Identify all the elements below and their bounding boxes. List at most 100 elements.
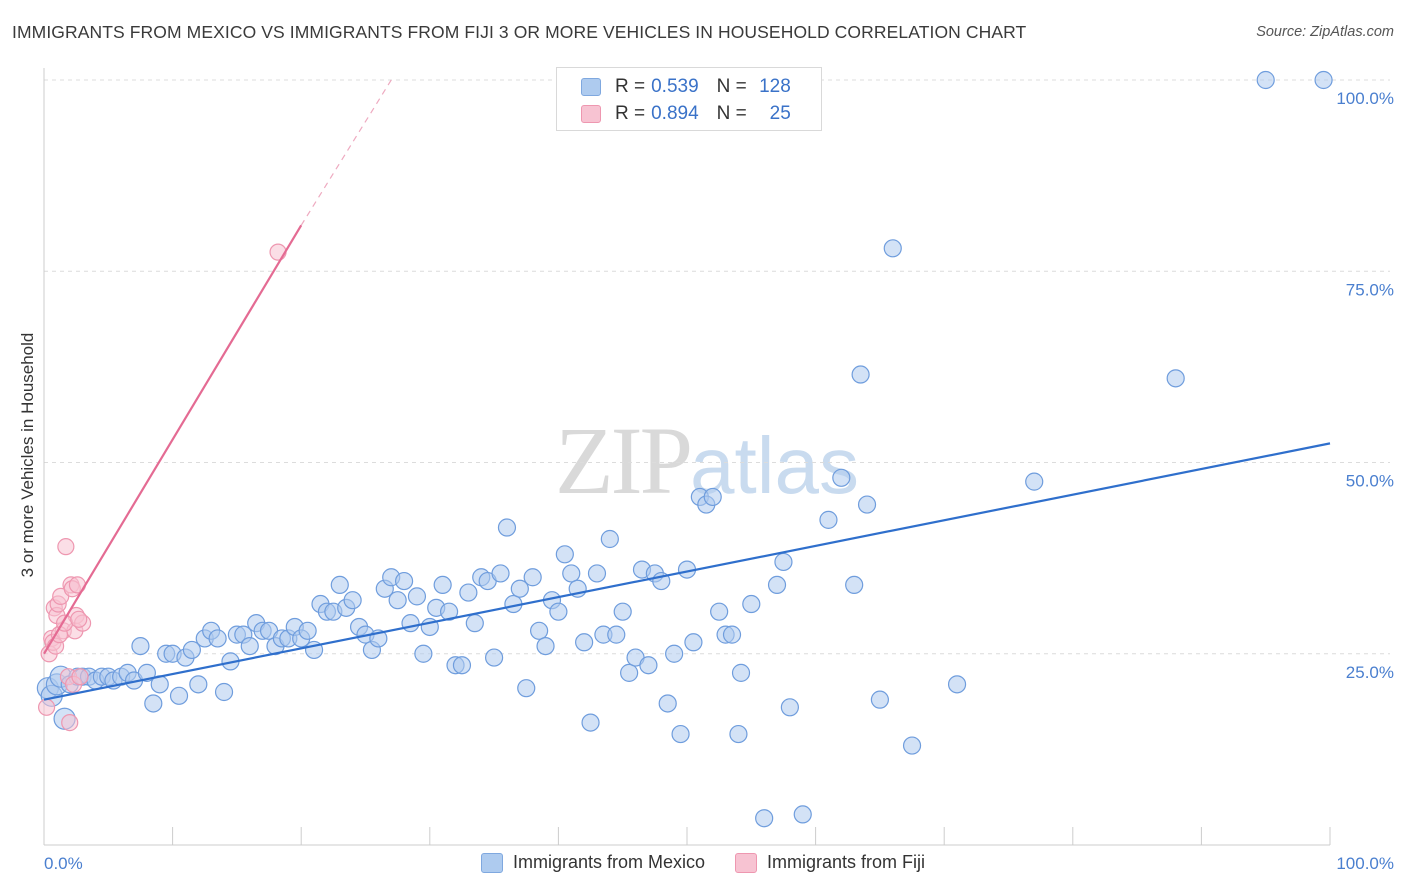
point-mexico	[555, 545, 574, 564]
legend-r-value: 0.894	[651, 103, 699, 124]
legend-n-value: 25	[769, 103, 791, 124]
point-mexico	[684, 633, 703, 652]
legend-n-label: N =	[716, 76, 747, 97]
trend-line-fiji-extension	[300, 79, 392, 226]
point-mexico	[902, 736, 922, 755]
y-tick-label: 75.0%	[1346, 280, 1394, 299]
point-mexico	[182, 640, 201, 660]
point-mexico	[722, 625, 742, 644]
point-mexico	[947, 675, 967, 694]
point-fiji	[37, 698, 56, 716]
x-tick-label: 0.0%	[44, 854, 83, 873]
point-mexico	[703, 487, 722, 507]
point-mexico	[1025, 472, 1044, 491]
point-mexico	[600, 529, 619, 549]
series-legend: Immigrants from Mexico Immigrants from F…	[0, 852, 1406, 873]
point-mexico	[851, 365, 870, 384]
point-mexico	[710, 602, 729, 621]
point-mexico	[536, 636, 555, 656]
point-mexico	[607, 625, 626, 644]
x-tick-label: 100.0%	[1336, 854, 1394, 873]
point-mexico	[587, 564, 607, 583]
point-mexico	[144, 694, 163, 713]
point-mexico	[620, 663, 639, 682]
point-mexico	[465, 614, 484, 633]
point-mexico	[1314, 70, 1333, 90]
watermark-zip: ZIP	[555, 407, 693, 514]
point-fiji	[57, 538, 75, 556]
series-name-fiji: Immigrants from Fiji	[767, 852, 926, 872]
point-mexico	[414, 644, 433, 663]
point-mexico	[407, 587, 427, 606]
point-mexico	[214, 682, 234, 702]
point-mexico	[1256, 70, 1275, 90]
point-mexico	[208, 629, 227, 648]
point-mexico	[780, 698, 799, 717]
point-mexico	[497, 518, 517, 537]
point-mexico	[330, 575, 349, 595]
trend-line-mexico	[43, 442, 1331, 701]
legend-r-value: 0.539	[651, 76, 699, 97]
point-mexico	[665, 644, 684, 663]
point-mexico	[517, 679, 536, 698]
point-mexico	[755, 809, 774, 828]
point-mexico	[452, 656, 472, 675]
series-legend-mexico[interactable]: Immigrants from Mexico	[480, 852, 706, 873]
point-fiji	[71, 668, 89, 686]
point-mexico	[189, 675, 208, 694]
point-mexico	[767, 575, 787, 595]
source-credit: Source: ZipAtlas.com	[1256, 24, 1394, 40]
point-mexico	[459, 583, 478, 602]
point-mexico	[485, 648, 504, 667]
point-mexico	[774, 552, 793, 572]
legend-n-label: N =	[716, 103, 747, 124]
legend-swatch-fiji	[581, 105, 601, 123]
point-mexico	[388, 591, 407, 610]
point-mexico	[575, 633, 594, 652]
y-tick-label: 50.0%	[1346, 472, 1394, 491]
point-fiji	[61, 713, 79, 732]
point-mexico	[613, 602, 632, 621]
series-name-mexico: Immigrants from Mexico	[512, 852, 706, 872]
point-mexico	[169, 686, 189, 705]
point-fiji	[269, 243, 287, 261]
point-mexico	[832, 468, 851, 487]
point-mexico	[845, 575, 864, 595]
point-mexico	[639, 656, 658, 675]
legend-r-label: R =	[615, 103, 646, 124]
trend-line-fiji	[43, 224, 303, 655]
point-mexico	[1166, 369, 1185, 388]
point-mexico	[883, 239, 902, 258]
point-mexico	[401, 614, 420, 633]
point-mexico	[523, 568, 542, 587]
series-swatch-mexico	[480, 852, 503, 873]
point-mexico	[439, 602, 459, 621]
legend-r-label: R =	[615, 76, 646, 97]
legend-row-fiji: R = 0.894 N = 25	[581, 101, 791, 127]
point-mexico	[870, 690, 890, 709]
legend-n-value: 128	[759, 76, 791, 97]
point-mexico	[742, 594, 761, 614]
y-tick-label: 100.0%	[1336, 89, 1394, 108]
point-mexico	[131, 636, 150, 656]
legend-swatch-mexico	[581, 78, 601, 96]
point-mexico	[394, 571, 414, 591]
point-mexico	[793, 805, 812, 824]
legend-box: R = 0.539 N = 128 R = 0.894 N = 25	[556, 67, 822, 131]
series-legend-fiji[interactable]: Immigrants from Fiji	[735, 852, 925, 873]
point-mexico	[857, 495, 877, 514]
point-mexico	[819, 510, 838, 529]
point-mexico	[510, 579, 529, 598]
point-mexico	[298, 621, 317, 640]
watermark-logo: ZIPatlas	[555, 405, 859, 516]
point-mexico	[530, 621, 549, 640]
point-mexico	[581, 713, 600, 732]
chart-title: IMMIGRANTS FROM MEXICO VS IMMIGRANTS FRO…	[12, 22, 1027, 42]
point-mexico	[137, 663, 156, 682]
point-mexico	[671, 724, 690, 744]
series-swatch-fiji	[735, 852, 758, 873]
y-tick-label: 25.0%	[1346, 663, 1394, 682]
point-mexico	[433, 575, 452, 595]
point-mexico	[729, 724, 748, 744]
